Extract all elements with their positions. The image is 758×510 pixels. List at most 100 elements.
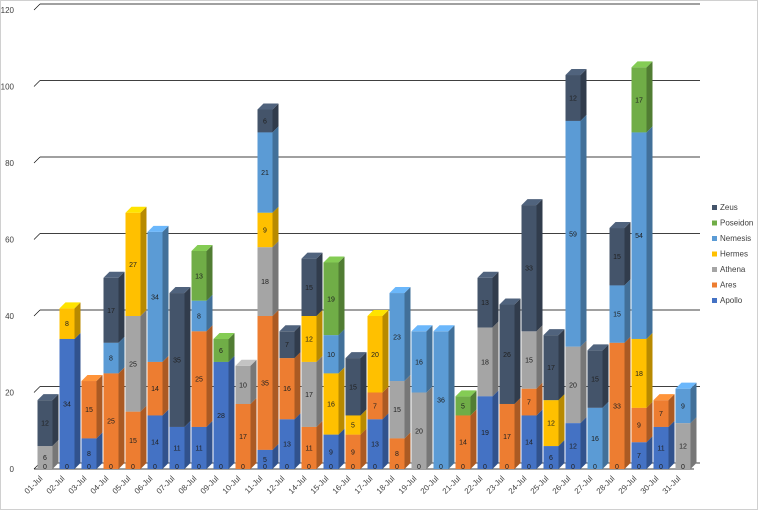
bar-segment-zeus [477,277,493,328]
bar-side-zeus [580,69,587,121]
bar-side-apollo [668,420,675,469]
data-label: 13 [283,442,291,449]
bar-segment-ares [81,381,97,439]
legend-swatch [712,220,717,226]
bar-segment-zeus [37,400,53,447]
bar-segment-apollo [169,426,185,469]
bar-segment-nemesis [389,293,405,382]
bar-segment-nemesis [609,285,625,343]
bar-side-ares [206,325,213,427]
data-label-zero: 0 [527,464,531,471]
legend-label: Zeus [720,203,738,212]
bar-group [609,222,631,469]
data-label: 36 [437,398,445,405]
data-label-zero: 0 [285,464,289,471]
bar-group [213,332,235,469]
legend-label: Nemesis [720,234,751,243]
bar-side-zeus [52,394,59,447]
data-label: 27 [129,262,137,269]
bar-side-ares [118,367,125,469]
bar-segment-hermes [59,308,75,339]
bar-segment-nemesis [631,132,647,339]
bar-side-hermes [646,332,653,408]
data-label: 9 [329,449,333,456]
x-tick-label: 14-Jul [287,474,309,496]
bar-segment-ares [367,392,383,420]
bar-segment-poseidon [455,396,471,416]
bar-segment-hermes [345,415,361,435]
data-label: 8 [65,321,69,328]
x-tick-label: 27-Jul [573,474,595,496]
legend-swatch [712,267,717,272]
bar-side-ares [140,405,147,469]
bar-side-hermes [316,310,323,362]
data-label: 11 [173,445,180,452]
bar-group [345,352,367,469]
bar-segment-poseidon [213,338,229,362]
data-label-zero: 0 [593,464,597,471]
data-label: 26 [503,352,511,359]
bar-segment-apollo [257,449,273,469]
data-label: 35 [173,357,181,364]
data-label: 14 [151,440,159,447]
bar-side-athena [536,325,543,389]
bar-segment-ares [455,415,471,469]
bar-segment-zeus [587,350,603,408]
y-tick-label: 120 [1,6,15,15]
bar-side-ares [250,397,257,469]
data-label: 33 [525,266,533,273]
x-tick-label: 17-Jul [353,474,375,496]
bar-side-hermes [338,367,345,435]
bar-top-poseidon [213,332,235,339]
bar-side-zeus [360,352,367,416]
x-tick-label: 07-Jul [155,474,177,496]
bar-side-ares [162,355,169,416]
bar-side-apollo [162,409,169,469]
data-label: 15 [85,407,93,414]
bar-side-hermes [360,409,367,435]
data-label: 9 [263,227,267,234]
data-label: 8 [197,314,201,321]
data-label: 35 [261,380,269,387]
gridline-depth [33,386,41,393]
bar-segment-athena [301,361,317,427]
data-label-zero: 0 [461,464,465,471]
bar-side-ares [316,420,323,469]
bar-segment-nemesis [191,300,207,332]
gridline-depth [33,233,41,240]
bar-segment-hermes [301,316,317,362]
bar-segment-ares [279,358,295,420]
gridline-depth [33,156,41,164]
bar-side-poseidon [470,390,477,416]
bar-side-athena [690,417,697,469]
data-label: 18 [635,371,643,378]
bar-segment-apollo [279,419,295,469]
data-label: 6 [43,455,47,462]
bar-side-apollo [228,355,235,469]
bar-group [301,252,323,469]
bar-segment-poseidon [631,67,647,133]
y-tick-label: 80 [5,159,14,168]
bar-segment-ares [301,426,317,469]
data-label: 6 [263,118,267,125]
data-label: 12 [547,421,555,428]
bar-top-zeus [609,222,631,229]
bar-side-nemesis [118,336,125,374]
data-label: 8 [87,451,91,458]
bar-top-zeus [279,325,301,332]
x-tick-label: 03-Jul [67,474,89,496]
bar-segment-apollo [213,361,229,469]
bar-side-nemesis [646,126,653,339]
bar-top-hermes [125,206,147,213]
legend-label: Hermes [720,250,748,259]
bar-side-ares [624,336,631,469]
bar-side-apollo [382,413,389,469]
bar-side-zeus [294,325,301,359]
bar-side-ares [470,409,477,469]
bar-side-apollo [492,390,499,469]
bar-group [257,103,279,469]
bar-side-nemesis [426,325,433,393]
data-label: 17 [547,365,555,372]
bar-side-apollo [206,420,213,469]
